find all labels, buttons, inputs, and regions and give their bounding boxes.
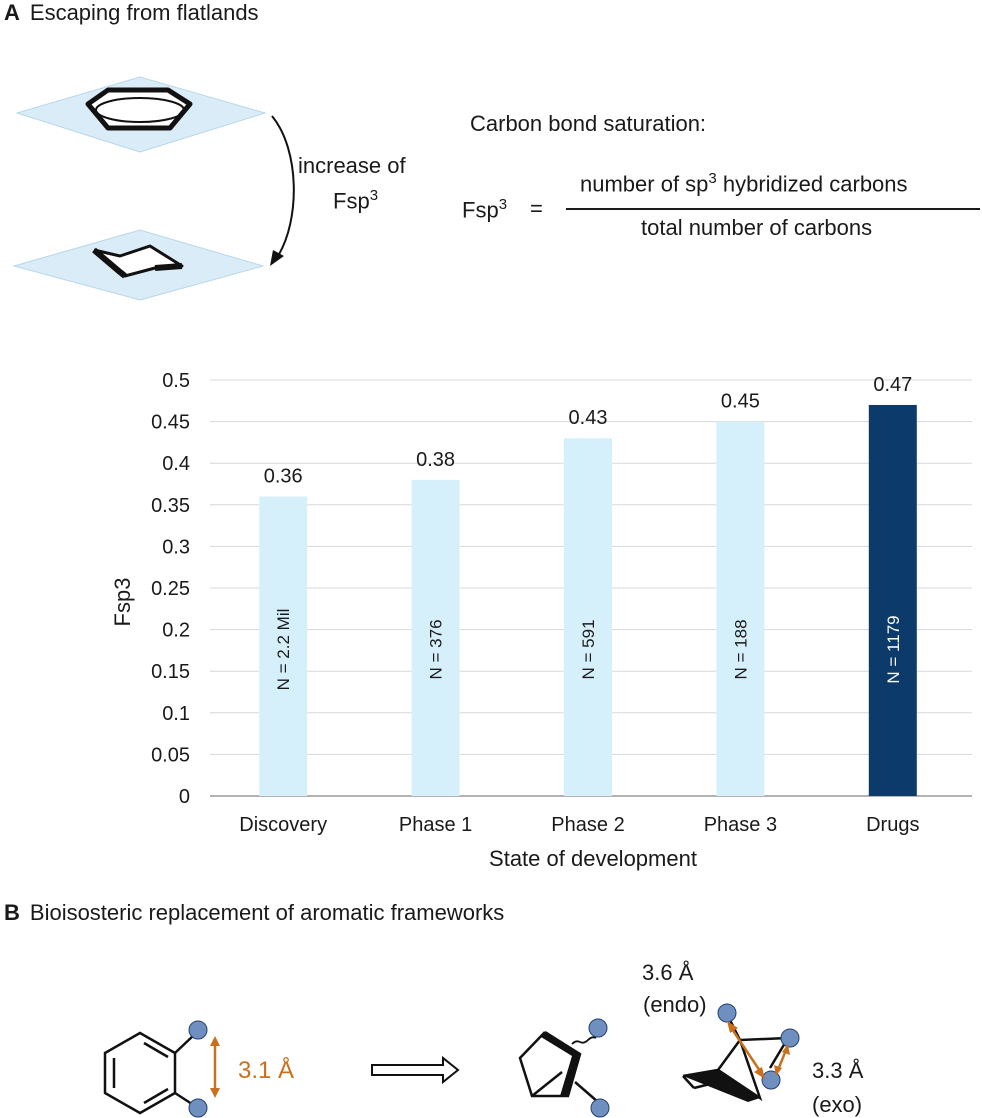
- y-tick-label: 0.1: [162, 703, 190, 725]
- bar-value-label: 0.43: [569, 407, 608, 429]
- fsp3-bar-chart: 0 0.05 0.1 0.15 0.2 0.25 0.3 0.35 0.4 0.45 0.5 0.36…: [110, 370, 972, 871]
- panel-b-title: B Bioisosteric replacement of aromatic fr…: [4, 900, 504, 926]
- y-tick-label: 0.3: [162, 536, 190, 558]
- increase-arrow-head: [270, 250, 284, 266]
- panel-a-title-text: Escaping from flatlands: [29, 0, 259, 25]
- y-tick-label: 0.4: [162, 453, 190, 475]
- bar-n-label: N = 591: [579, 619, 598, 679]
- bar-value-label: 0.47: [873, 374, 912, 396]
- exo-distance-label: 3.3 Å: [812, 1058, 864, 1083]
- x-tick-label: Discovery: [239, 814, 327, 836]
- bar-phase-3: [716, 421, 765, 796]
- y-tick-label: 0.35: [151, 495, 190, 517]
- arrow-label-fsp: Fsp: [333, 188, 370, 214]
- arrow-label-line1: increase of: [298, 153, 406, 178]
- panel-b-letter: B: [4, 900, 20, 925]
- bioisostere-illustration: [103, 1003, 800, 1118]
- benzene-inner-circle: [95, 97, 185, 123]
- y-tick-label: 0: [179, 786, 190, 808]
- bar-n-label: N = 188: [731, 619, 750, 679]
- substituent-ball: [717, 1003, 737, 1023]
- bar-value-label: 0.45: [721, 391, 760, 413]
- formula-heading: Carbon bond saturation:: [470, 111, 707, 136]
- increase-arrow: [271, 115, 295, 257]
- formula-equals: =: [530, 196, 543, 221]
- y-tick-label: 0.25: [151, 578, 190, 600]
- substituent-ball: [188, 1020, 208, 1040]
- substituent-ball: [188, 1098, 208, 1118]
- substituent-ball: [761, 1070, 781, 1090]
- substituent-ball: [590, 1098, 610, 1118]
- bar-n-label: N = 2.2 Mil: [274, 609, 293, 691]
- panel-b-title-text: Bioisosteric replacement of aromatic fra…: [29, 900, 505, 925]
- exo-distance-arrow: [776, 1049, 788, 1071]
- bar-n-label: N = 376: [427, 619, 446, 679]
- formula-denominator: total number of carbons: [641, 215, 873, 240]
- x-axis-label: State of development: [489, 846, 697, 871]
- formula-numerator: number of sp3 hybridized carbons: [580, 170, 908, 197]
- numerator-post: hybridized carbons: [716, 171, 908, 197]
- label-layer: 0 0.05 0.1 0.15 0.2 0.25 0.3 0.35 0.4 0.45 0.5 0.36…: [151, 370, 919, 836]
- bar-drugs: [868, 404, 917, 796]
- substituent-ball: [588, 1018, 608, 1038]
- endo-distance-label: 3.6 Å: [642, 960, 694, 985]
- y-axis-label: Fsp3: [110, 578, 135, 627]
- x-tick-label: Phase 2: [551, 814, 624, 836]
- formula-lhs-base: Fsp: [462, 197, 499, 223]
- bar-value-label: 0.36: [264, 465, 303, 487]
- exo-label: (exo): [812, 1092, 863, 1117]
- fraction-bar: [566, 208, 980, 210]
- bar-phase-1: [411, 479, 460, 796]
- bicyclic-scaffold-1: [518, 1030, 582, 1098]
- x-tick-label: Drugs: [866, 814, 919, 836]
- formula-lhs: Fsp3: [462, 196, 507, 223]
- y-tick-label: 0.2: [162, 620, 190, 642]
- panel-a-title: A Escaping from flatlands: [4, 0, 259, 26]
- flatland-molecules-illustration: [12, 76, 295, 301]
- arrow-label-line2: Fsp3: [333, 187, 378, 214]
- substituent-ball: [780, 1028, 800, 1048]
- y-tick-label: 0.45: [151, 412, 190, 434]
- bar-value-label: 0.38: [416, 449, 455, 471]
- ortho-distance-label: 3.1 Å: [238, 1057, 295, 1084]
- numerator-sup: 3: [708, 170, 717, 187]
- benzene-structure: [103, 1031, 177, 1115]
- y-tick-label: 0.05: [151, 744, 190, 766]
- y-tick-label: 0.15: [151, 661, 190, 683]
- replacement-arrow: [371, 1055, 460, 1085]
- x-tick-label: Phase 3: [704, 814, 777, 836]
- numerator-pre: number of sp: [580, 171, 709, 197]
- bar-layer: [259, 404, 917, 796]
- bar-phase-2: [564, 438, 612, 796]
- panel-a-letter: A: [4, 0, 20, 25]
- x-tick-label: Phase 1: [399, 814, 472, 836]
- endo-distance-arrow: [728, 1025, 764, 1075]
- bar-discovery: [259, 496, 308, 796]
- bar-n-label: N = 1179: [884, 615, 903, 683]
- y-tick-label: 0.5: [162, 370, 190, 392]
- arrow-label-sup: 3: [369, 187, 379, 204]
- formula-lhs-sup: 3: [498, 196, 508, 213]
- endo-label: (endo): [643, 992, 707, 1017]
